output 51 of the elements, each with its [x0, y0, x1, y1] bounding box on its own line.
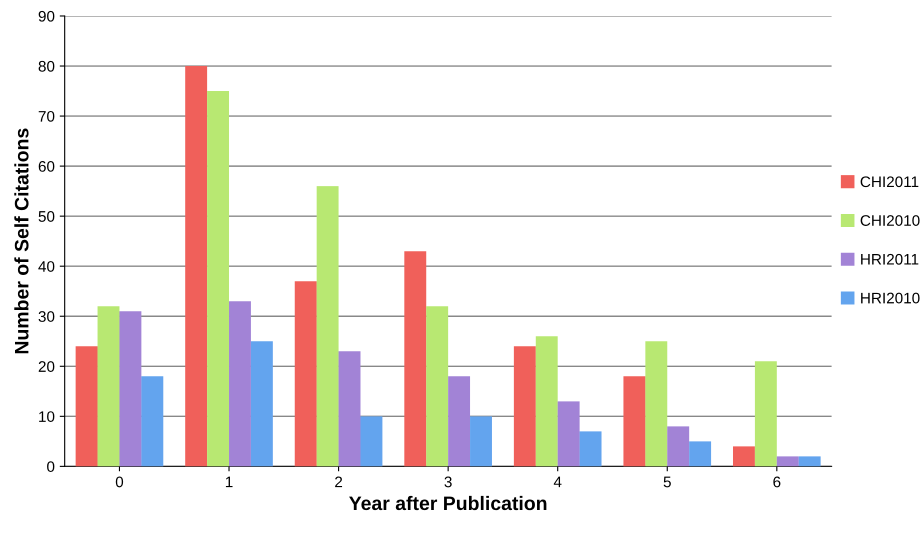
bar	[294, 281, 317, 466]
y-tick-label: 80	[38, 60, 54, 72]
bar	[185, 66, 208, 466]
bar	[141, 376, 164, 466]
bar	[470, 416, 492, 466]
x-tick-label: 3	[444, 476, 452, 488]
bar	[558, 401, 580, 466]
legend-label: CHI2010	[860, 215, 920, 226]
y-tick-label: 70	[38, 110, 54, 122]
bar	[623, 376, 646, 466]
bar	[250, 341, 273, 466]
y-tick-label: 60	[38, 160, 54, 172]
bar	[76, 346, 98, 466]
bar	[98, 306, 120, 466]
bar	[667, 426, 690, 466]
bar	[426, 306, 448, 466]
bar	[316, 186, 339, 466]
bar	[798, 456, 821, 466]
y-tick-label: 90	[38, 10, 54, 22]
bar	[229, 301, 251, 466]
y-tick-label: 30	[38, 311, 54, 322]
bar	[580, 431, 602, 466]
bar	[754, 361, 777, 466]
x-tick-label: 0	[116, 476, 124, 488]
x-tick-label: 5	[664, 476, 671, 488]
y-tick-label: 10	[39, 411, 54, 422]
x-axis-title: Year after Publication	[349, 496, 546, 510]
bar	[448, 376, 470, 466]
legend-label: CHI2011	[860, 176, 918, 188]
bar	[514, 346, 536, 466]
bar	[207, 91, 230, 466]
bar	[119, 311, 142, 466]
x-tick-label: 1	[226, 476, 233, 488]
x-tick-label: 4	[554, 476, 562, 488]
y-tick-label: 20	[38, 361, 54, 372]
bar	[338, 351, 360, 466]
x-tick-label: 2	[335, 476, 342, 488]
legend-label: HRI2010	[861, 292, 920, 304]
x-tick-label: 6	[773, 476, 780, 488]
bar	[404, 251, 426, 466]
y-tick-label: 0	[47, 461, 54, 472]
y-axis-title: Number of Self Citations	[14, 128, 29, 354]
y-tick-label: 40	[38, 261, 54, 272]
bar	[776, 456, 799, 466]
bar	[689, 441, 712, 466]
bar	[536, 336, 558, 466]
bar	[732, 446, 755, 466]
bar	[645, 341, 668, 466]
bar	[360, 416, 382, 466]
legend-label: HRI2011	[861, 254, 918, 265]
y-tick-label: 50	[38, 211, 54, 222]
